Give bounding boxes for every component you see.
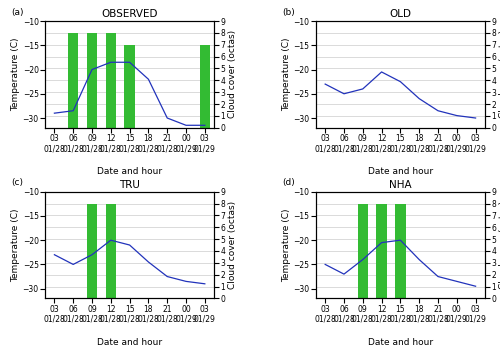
X-axis label: Date and hour: Date and hour — [368, 167, 433, 176]
Bar — [106, 204, 116, 298]
Y-axis label: Cloud cover (octas): Cloud cover (octas) — [499, 201, 500, 289]
Text: (d): (d) — [282, 178, 294, 187]
Bar — [395, 204, 406, 298]
Y-axis label: Cloud cover (octas): Cloud cover (octas) — [499, 30, 500, 118]
Y-axis label: Temperature (C): Temperature (C) — [282, 38, 290, 111]
Y-axis label: Temperature (C): Temperature (C) — [282, 208, 290, 282]
Bar — [87, 33, 97, 128]
Bar — [358, 204, 368, 298]
Y-axis label: Cloud cover (octas): Cloud cover (octas) — [228, 201, 237, 289]
Bar — [200, 45, 210, 128]
X-axis label: Date and hour: Date and hour — [97, 338, 162, 347]
Text: (b): (b) — [282, 8, 294, 17]
X-axis label: Date and hour: Date and hour — [368, 338, 433, 347]
Text: (a): (a) — [11, 8, 24, 17]
Bar — [68, 33, 78, 128]
Y-axis label: Cloud cover (octas): Cloud cover (octas) — [228, 30, 237, 118]
X-axis label: Date and hour: Date and hour — [97, 167, 162, 176]
Bar — [106, 33, 116, 128]
Title: NHA: NHA — [389, 179, 411, 190]
Text: (c): (c) — [11, 178, 23, 187]
Bar — [124, 45, 135, 128]
Y-axis label: Temperature (C): Temperature (C) — [11, 208, 20, 282]
Title: OBSERVED: OBSERVED — [102, 9, 158, 19]
Y-axis label: Temperature (C): Temperature (C) — [11, 38, 20, 111]
Title: OLD: OLD — [390, 9, 411, 19]
Bar — [87, 204, 97, 298]
Title: TRU: TRU — [119, 179, 140, 190]
Bar — [376, 204, 387, 298]
